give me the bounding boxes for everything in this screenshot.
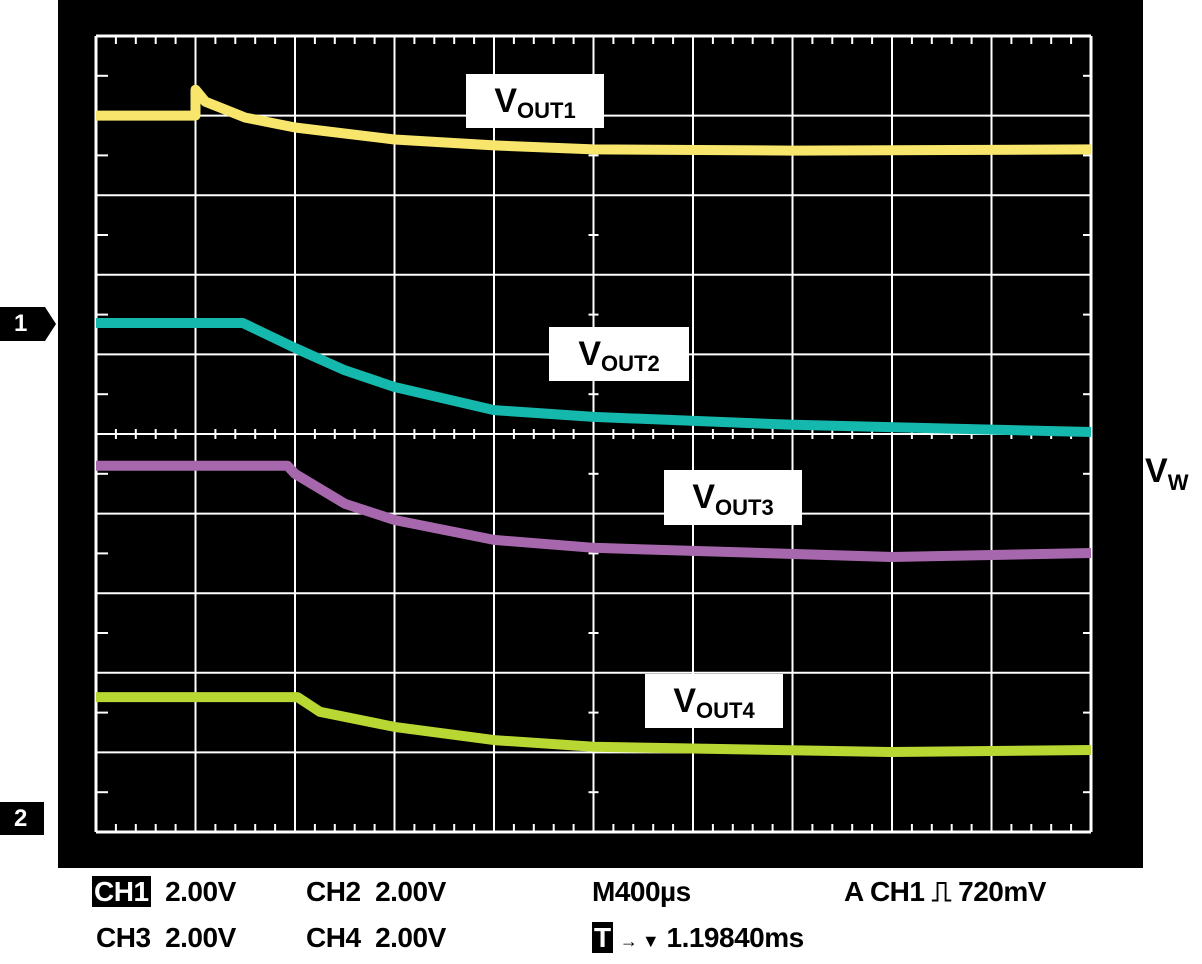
- ch1-ground-marker: 1: [0, 307, 44, 341]
- vw-label-sub: W: [1167, 470, 1189, 495]
- ch2-marker-text: 2: [14, 804, 28, 832]
- vout1-label-sub: OUT1: [517, 98, 576, 123]
- ch2-label: CH2: [306, 876, 361, 907]
- ch1-scale: 2.00V: [165, 876, 236, 907]
- vout4-label: V OUT4: [645, 674, 783, 728]
- trace-vout1: [96, 84, 1092, 156]
- ch3-readout: CH3 2.00V: [96, 922, 236, 954]
- ch3-scale: 2.00V: [165, 922, 236, 953]
- trigger-readout: A CH1 ⎍ 720mV: [844, 876, 1046, 907]
- ch4-label: CH4: [306, 922, 361, 953]
- vout4-label-sub: OUT4: [696, 698, 755, 723]
- timebase-readout: M400µs: [592, 876, 691, 907]
- vw-label: VW: [1145, 452, 1188, 495]
- trace-vout3: [96, 460, 1092, 562]
- ch1-marker-text: 1: [14, 310, 28, 337]
- vout3-label-main: V: [692, 478, 715, 516]
- trigger-t-icon: T: [592, 922, 613, 953]
- vout1-label-main: V: [494, 81, 517, 120]
- vout4-label-main: V: [673, 681, 696, 720]
- vw-label-main: V: [1145, 452, 1168, 490]
- ch2-scale: 2.00V: [375, 876, 446, 907]
- vout3-label: V OUT3: [664, 470, 802, 525]
- vout1-label: V OUT1: [466, 74, 604, 128]
- trigger-arrow-icon: → ▼: [619, 931, 660, 951]
- trace-vout2: [96, 318, 1092, 437]
- ch2-readout: CH2 2.00V: [306, 876, 446, 908]
- trigger-position-readout: T → ▼ 1.19840ms: [592, 922, 804, 954]
- vout3-label-sub: OUT3: [715, 494, 774, 520]
- ch1-label: CH1: [92, 876, 151, 907]
- ch1-marker-arrow-icon: [43, 307, 56, 341]
- traces: [96, 84, 1092, 757]
- trace-vout4: [96, 692, 1092, 757]
- vout2-label-sub: OUT2: [601, 351, 660, 376]
- ch1-readout: CH1 2.00V: [92, 876, 236, 908]
- ch4-readout: CH4 2.00V: [306, 922, 446, 954]
- ch2-ground-marker: 2: [0, 802, 44, 835]
- trigger-position-value: 1.19840ms: [666, 922, 805, 953]
- vout2-label-main: V: [578, 334, 601, 373]
- vout2-label: V OUT2: [549, 327, 689, 381]
- ch3-label: CH3: [96, 922, 151, 953]
- ch4-scale: 2.00V: [375, 922, 446, 953]
